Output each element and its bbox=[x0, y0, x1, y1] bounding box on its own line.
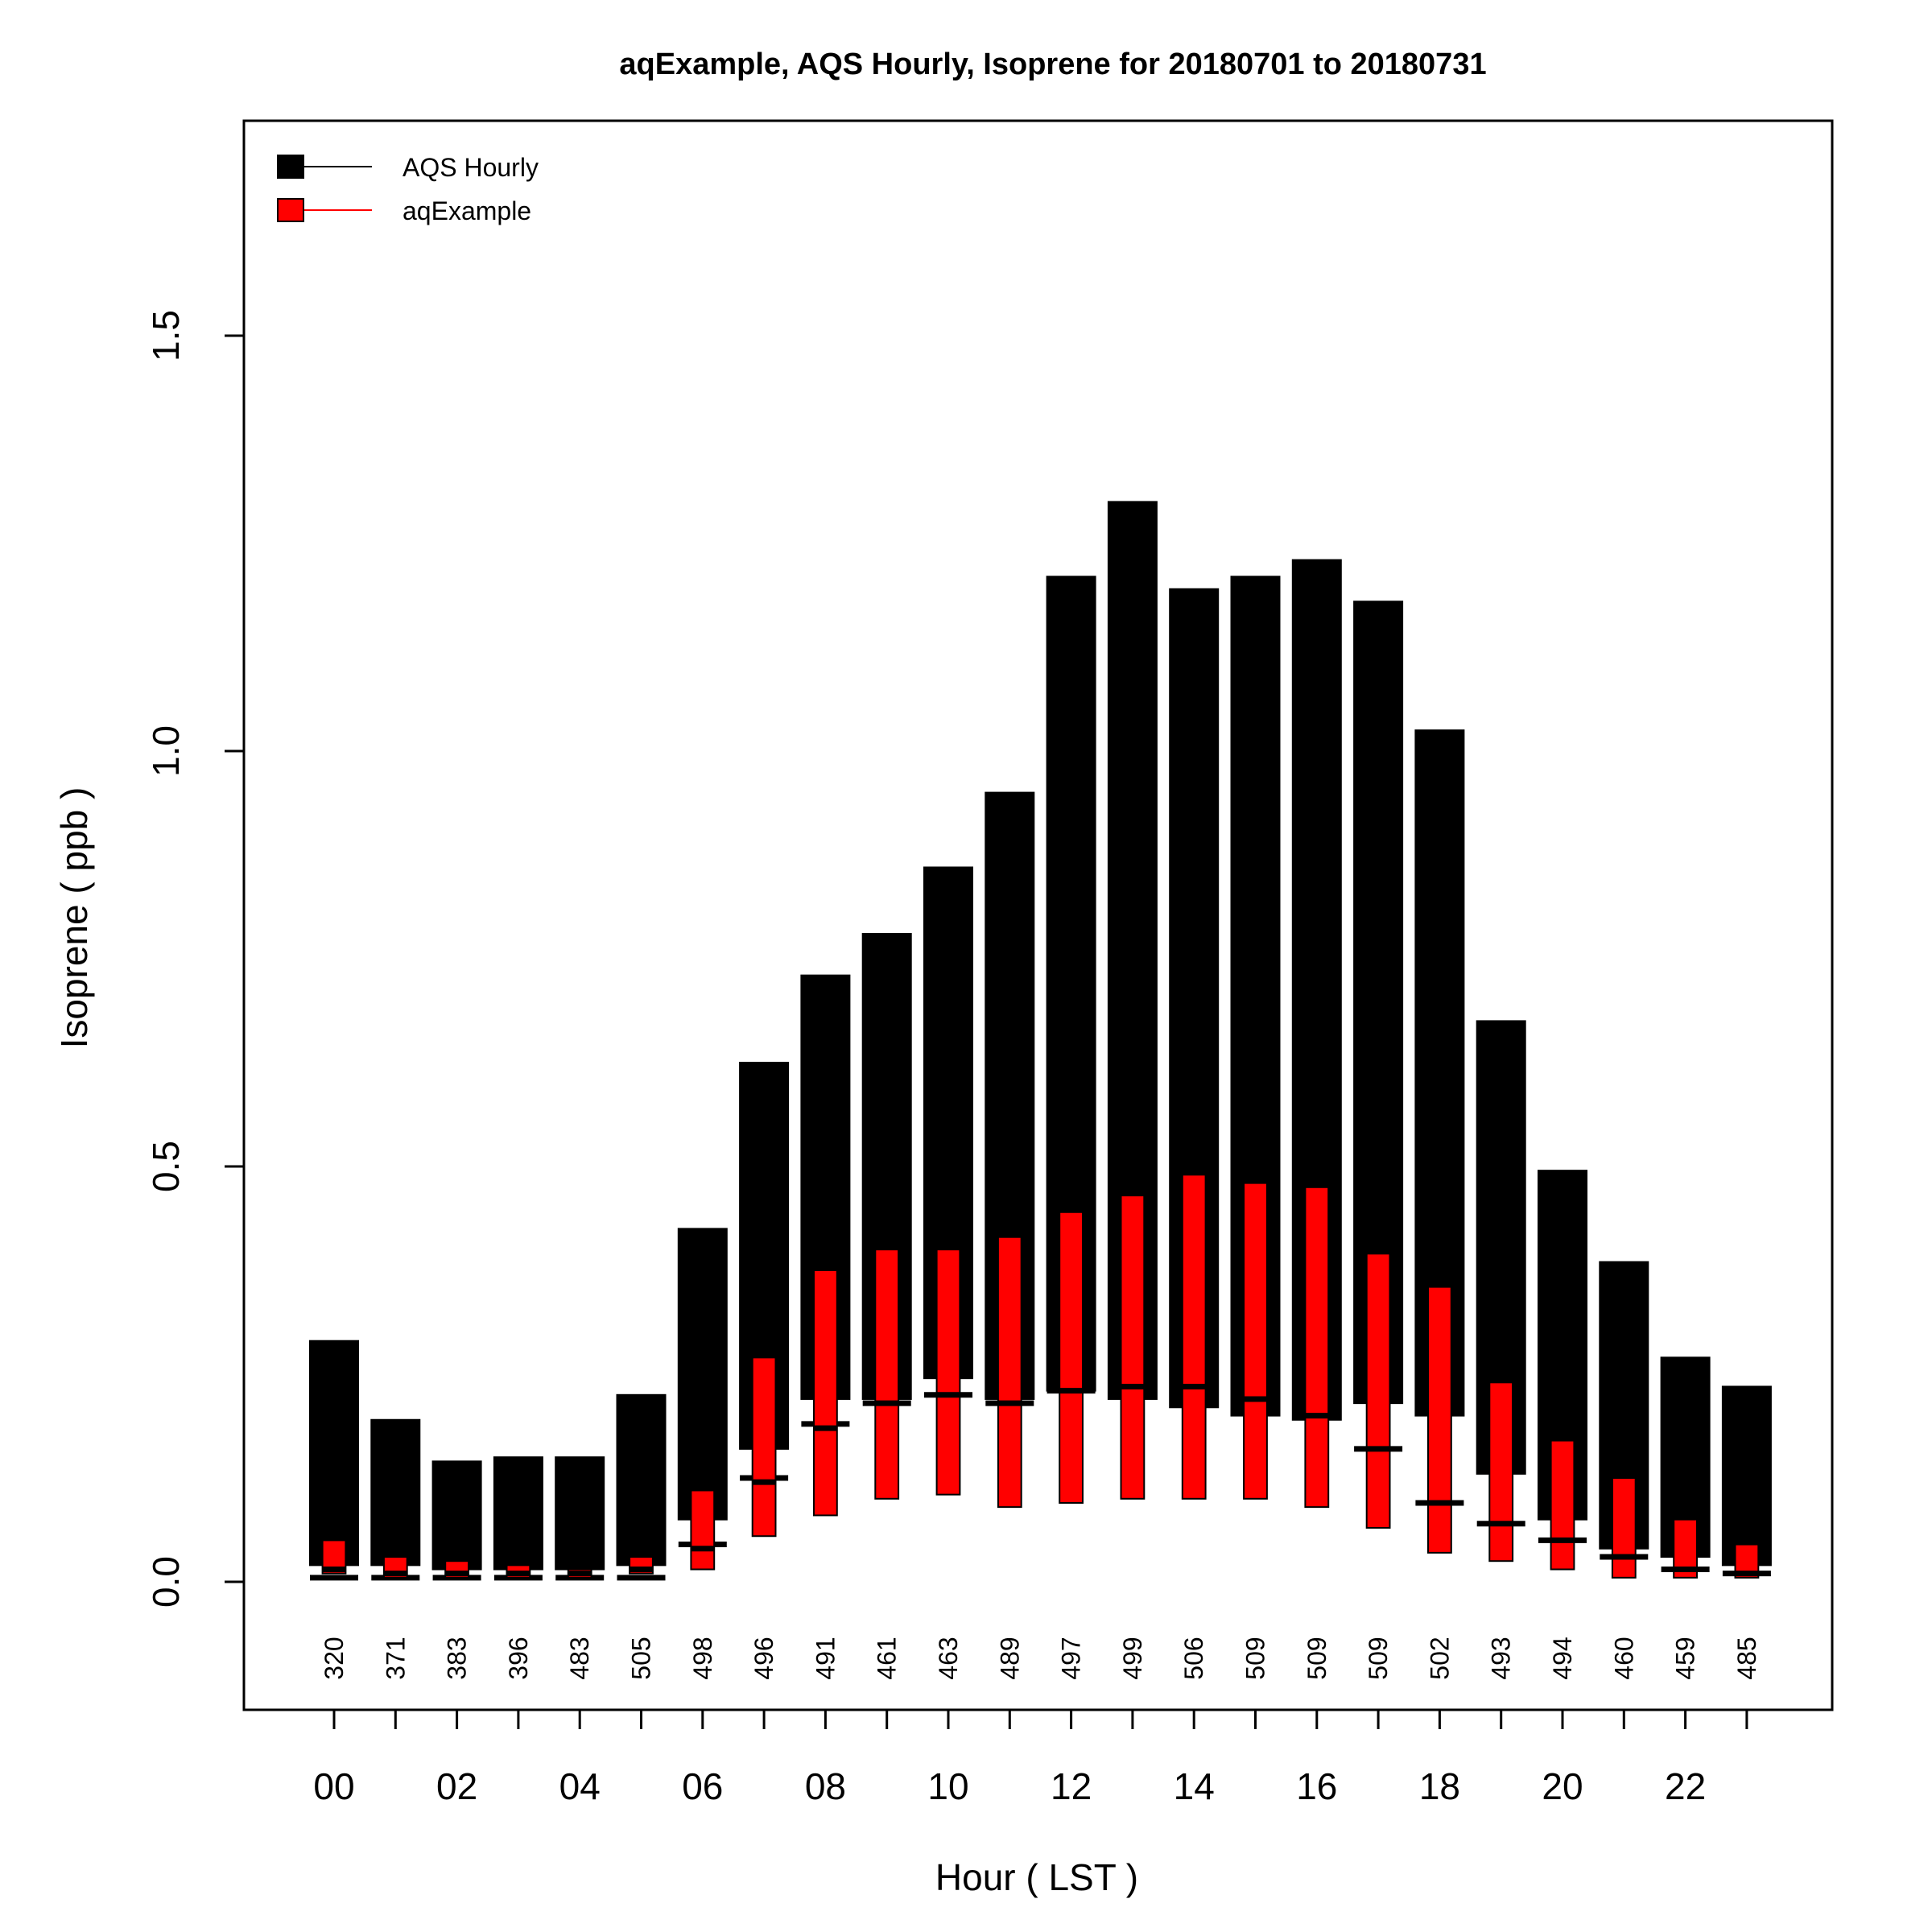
aqexample-series bbox=[321, 1174, 1760, 1579]
box-aqexample bbox=[1427, 1286, 1452, 1554]
aqs-hourly-series bbox=[309, 501, 1772, 1581]
box-aqs bbox=[493, 1456, 543, 1571]
count-label: 493 bbox=[1487, 1637, 1516, 1679]
y-axis-label: Isoprene ( ppb ) bbox=[53, 787, 95, 1049]
box-aqexample bbox=[1059, 1211, 1084, 1504]
count-label: 509 bbox=[1364, 1637, 1393, 1679]
y-tick-label: 0.0 bbox=[145, 1556, 187, 1608]
box-aqexample bbox=[1304, 1186, 1330, 1509]
count-label: 320 bbox=[320, 1637, 349, 1679]
legend: AQS Hourly aqExample bbox=[277, 153, 539, 225]
x-tick-label: 22 bbox=[1665, 1765, 1706, 1807]
box-aqexample bbox=[751, 1356, 777, 1538]
count-label: 491 bbox=[811, 1637, 840, 1679]
count-label: 463 bbox=[934, 1637, 963, 1679]
count-label: 371 bbox=[381, 1637, 410, 1679]
count-label: 396 bbox=[504, 1637, 533, 1679]
box-aqexample bbox=[1243, 1182, 1268, 1500]
count-label: 461 bbox=[873, 1637, 902, 1679]
box-aqs bbox=[370, 1418, 421, 1567]
box-aqexample bbox=[997, 1236, 1022, 1509]
box-aqexample bbox=[935, 1249, 961, 1496]
chart-title: aqExample, AQS Hourly, Isoprene for 2018… bbox=[619, 47, 1486, 81]
box-aqexample bbox=[1611, 1477, 1637, 1579]
count-label: 497 bbox=[1057, 1637, 1086, 1679]
count-label: 505 bbox=[627, 1637, 656, 1679]
box-aqexample bbox=[1550, 1439, 1575, 1571]
count-label: 498 bbox=[688, 1637, 717, 1679]
count-label: 502 bbox=[1425, 1637, 1454, 1679]
legend-label: aqExample bbox=[402, 196, 531, 225]
x-tick-label: 10 bbox=[927, 1765, 968, 1807]
count-label: 494 bbox=[1548, 1637, 1577, 1679]
count-label: 485 bbox=[1732, 1637, 1761, 1679]
x-tick-label: 14 bbox=[1174, 1765, 1215, 1807]
count-label: 459 bbox=[1671, 1637, 1700, 1679]
count-labels: 320 371 383 396 483 505 498 496 491 461 463 489 497 4… bbox=[320, 1637, 1761, 1679]
count-label: 496 bbox=[749, 1637, 778, 1679]
count-label: 509 bbox=[1241, 1637, 1270, 1679]
box-aqexample bbox=[874, 1249, 900, 1500]
x-tick-label: 12 bbox=[1051, 1765, 1092, 1807]
box-aqexample bbox=[690, 1489, 716, 1571]
x-axis: 00 02 04 06 08 10 12 14 16 18 20 22 bbox=[313, 1710, 1748, 1807]
box-aqs bbox=[1721, 1385, 1772, 1567]
box-aqexample bbox=[813, 1269, 838, 1517]
x-tick-label: 16 bbox=[1296, 1765, 1337, 1807]
count-label: 506 bbox=[1179, 1637, 1208, 1679]
box-aqs bbox=[309, 1340, 359, 1567]
count-label: 460 bbox=[1609, 1637, 1638, 1679]
y-tick-label: 0.5 bbox=[145, 1141, 187, 1192]
count-label: 489 bbox=[995, 1637, 1024, 1679]
x-tick-label: 20 bbox=[1542, 1765, 1583, 1807]
box-aqexample bbox=[1120, 1195, 1146, 1500]
box-aqs bbox=[431, 1460, 482, 1571]
count-label: 383 bbox=[443, 1637, 472, 1679]
y-tick-label: 1.0 bbox=[145, 725, 187, 777]
plot-frame bbox=[242, 119, 1834, 1711]
box-aqs bbox=[555, 1456, 605, 1571]
legend-label: AQS Hourly bbox=[402, 153, 539, 182]
x-tick-label: 08 bbox=[805, 1765, 846, 1807]
y-tick-label: 1.5 bbox=[145, 310, 187, 361]
count-label: 509 bbox=[1302, 1637, 1331, 1679]
x-tick-label: 00 bbox=[313, 1765, 354, 1807]
x-tick-label: 04 bbox=[559, 1765, 601, 1807]
box-aqexample bbox=[1488, 1381, 1514, 1563]
box-aqexample bbox=[1181, 1174, 1207, 1500]
count-label: 499 bbox=[1118, 1637, 1147, 1679]
box-aqs bbox=[616, 1393, 667, 1567]
legend-swatch bbox=[277, 198, 304, 222]
y-axis: 0.0 0.5 1.0 1.5 bbox=[145, 310, 244, 1608]
legend-swatch bbox=[277, 155, 304, 179]
x-tick-label: 02 bbox=[436, 1765, 477, 1807]
x-tick-label: 06 bbox=[682, 1765, 723, 1807]
box-aqexample bbox=[1365, 1253, 1391, 1529]
box-aqs bbox=[677, 1228, 728, 1521]
count-label: 483 bbox=[565, 1637, 594, 1679]
x-tick-label: 18 bbox=[1419, 1765, 1460, 1807]
x-axis-label: Hour ( LST ) bbox=[935, 1856, 1138, 1898]
